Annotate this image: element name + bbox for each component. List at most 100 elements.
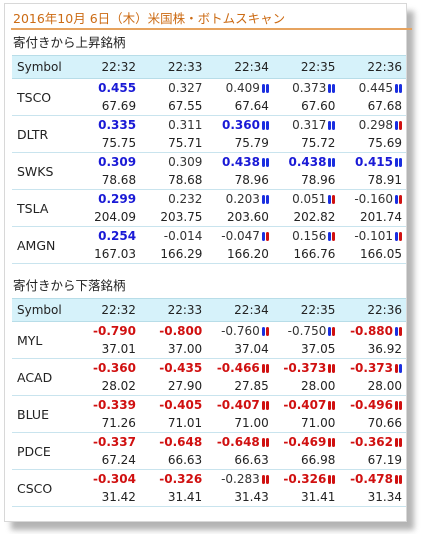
stock-row-change[interactable]: MYL -0.790 -0.800 -0.760 -0.750 -0.880 [12, 321, 406, 359]
change-value: 0.438 [288, 154, 327, 169]
change-cell: -0.648 [206, 433, 273, 452]
change-value: 0.311 [168, 118, 203, 132]
change-cell: -0.405 [140, 396, 206, 415]
change-value: 0.203 [225, 191, 260, 206]
change-value: 0.254 [98, 229, 137, 243]
change-value: -0.466 [216, 360, 260, 375]
price-cell: 67.64 [206, 97, 273, 116]
change-value: 0.309 [168, 155, 203, 169]
trend-bars-icon [327, 193, 336, 207]
trend-bars-icon [261, 230, 269, 244]
price-cell: 28.00 [339, 377, 406, 396]
stock-symbol[interactable]: TSCO [12, 78, 74, 116]
column-header-time: 22:34 [206, 298, 273, 322]
gainers-table: Symbol 22:32 22:33 22:34 22:35 22:36 TSCO 0.455… [12, 55, 406, 264]
price-cell: 31.42 [73, 488, 140, 507]
price-cell: 75.71 [140, 134, 207, 153]
change-value: 0.298 [358, 117, 393, 132]
column-header-time: 22:35 [272, 55, 340, 79]
change-cell: -0.435 [140, 359, 206, 378]
stock-row-change[interactable]: ACAD -0.360 -0.435 -0.466 -0.373 -0.373 [12, 358, 406, 396]
stock-row-price: 167.03 166.29 166.20 166.76 166.05 [12, 245, 406, 264]
change-cell: 0.311 [140, 116, 206, 135]
column-header-time: 22:33 [140, 55, 207, 79]
change-cell: -0.160 [339, 190, 406, 209]
losers-section-label: 寄付きから下落銘柄 [13, 278, 126, 293]
price-cell: 66.63 [206, 451, 273, 470]
trend-bars-icon [261, 156, 269, 170]
change-cell: 0.309 [140, 153, 206, 172]
page-title: 2016年10月 6日（木）米国株・ボトムスキャン [13, 11, 286, 26]
stock-row-change[interactable]: CSCO -0.304 -0.326 -0.283 -0.326 -0.478 [12, 469, 406, 507]
trend-bars-icon [261, 399, 269, 413]
trend-bars-icon [327, 399, 336, 413]
trend-bars-icon [394, 325, 402, 339]
change-cell: 0.335 [74, 116, 140, 135]
change-value: -0.880 [350, 323, 393, 338]
column-header-time: 22:32 [73, 298, 140, 322]
stock-row-price: 31.42 31.41 31.43 31.41 31.34 [12, 488, 406, 507]
price-cell: 31.34 [339, 488, 406, 507]
change-cell: 0.254 [74, 227, 140, 246]
change-value: -0.648 [216, 434, 260, 449]
stock-row-change[interactable]: SWKS 0.309 0.309 0.438 0.438 0.415 [12, 152, 406, 190]
change-value: -0.101 [354, 228, 393, 243]
change-cell: 0.203 [206, 190, 273, 209]
price-cell: 201.74 [339, 208, 406, 227]
price-cell: 203.60 [206, 208, 273, 227]
trend-bars-icon [327, 362, 336, 376]
change-value: -0.326 [159, 472, 203, 486]
stock-symbol[interactable]: TSLA [12, 189, 74, 227]
stock-row-change[interactable]: DLTR 0.335 0.311 0.360 0.317 0.298 [12, 115, 406, 153]
stock-row-change[interactable]: BLUE -0.339 -0.405 -0.407 -0.407 -0.496 [12, 395, 406, 433]
trend-bars-icon [261, 82, 269, 96]
stock-symbol[interactable]: MYL [12, 321, 74, 359]
price-cell: 28.02 [73, 377, 140, 396]
table-header-row: Symbol 22:32 22:33 22:34 22:35 22:36 [12, 55, 406, 79]
price-cell: 37.01 [73, 340, 140, 359]
price-cell: 67.19 [339, 451, 406, 470]
change-cell: 0.360 [206, 116, 273, 135]
stock-symbol[interactable]: ACAD [12, 358, 74, 396]
change-cell: 0.298 [339, 116, 406, 135]
change-value: -0.750 [287, 323, 327, 338]
change-cell: -0.750 [273, 322, 340, 341]
trend-bars-icon [261, 325, 269, 339]
change-cell: -0.047 [206, 227, 273, 246]
stock-symbol[interactable]: SWKS [12, 152, 74, 190]
stock-row-change[interactable]: AMGN 0.254 -0.014 -0.047 0.156 -0.101 [12, 226, 406, 264]
stock-row-price: 71.26 71.01 71.00 71.00 70.66 [12, 414, 406, 433]
trend-bars-icon [394, 473, 402, 487]
stock-symbol[interactable]: CSCO [12, 469, 74, 507]
change-value: 0.409 [225, 80, 260, 95]
stock-symbol[interactable]: PDCE [12, 432, 74, 470]
stock-symbol[interactable]: DLTR [12, 115, 74, 153]
price-cell: 37.05 [272, 340, 340, 359]
change-cell: -0.362 [339, 433, 406, 452]
stock-row-price: 67.69 67.55 67.64 67.60 67.68 [12, 97, 406, 116]
price-cell: 67.68 [339, 97, 406, 116]
trend-bars-icon [394, 436, 402, 450]
change-value: -0.648 [159, 435, 203, 449]
price-cell: 71.00 [206, 414, 273, 433]
change-value: 0.156 [292, 228, 327, 243]
change-cell: -0.014 [140, 227, 206, 246]
change-cell: -0.304 [74, 470, 140, 489]
stock-row-change[interactable]: PDCE -0.337 -0.648 -0.648 -0.469 -0.362 [12, 432, 406, 470]
stock-symbol[interactable]: AMGN [12, 226, 74, 264]
trend-bars-icon [327, 230, 336, 244]
change-cell: -0.360 [74, 359, 140, 378]
stock-row-change[interactable]: TSLA 0.299 0.232 0.203 0.051 -0.160 [12, 189, 406, 227]
change-cell: -0.800 [140, 322, 206, 341]
column-header-time: 22:36 [339, 55, 406, 79]
change-value: -0.014 [163, 229, 203, 243]
change-cell: -0.469 [273, 433, 340, 452]
stock-symbol[interactable]: BLUE [12, 395, 74, 433]
stock-row-change[interactable]: TSCO 0.455 0.327 0.409 0.373 0.445 [12, 78, 406, 116]
price-cell: 27.85 [206, 377, 273, 396]
price-cell: 67.69 [73, 97, 141, 116]
column-header-time: 22:34 [206, 55, 273, 79]
change-cell: 0.455 [74, 79, 140, 98]
change-value: -0.326 [283, 471, 327, 486]
price-cell: 75.72 [272, 134, 340, 153]
